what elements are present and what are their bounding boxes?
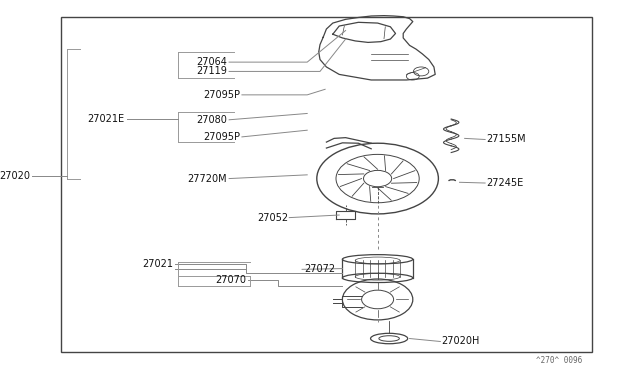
Text: 27070: 27070 [216,275,246,285]
Text: 27155M: 27155M [486,135,526,144]
Text: 27119: 27119 [196,67,227,76]
Text: 27052: 27052 [257,213,288,222]
Text: 27720M: 27720M [188,174,227,183]
Text: 27021: 27021 [142,259,173,269]
Text: 27080: 27080 [196,115,227,125]
Text: 27072: 27072 [304,264,335,274]
Text: 27064: 27064 [196,57,227,67]
Text: 27020: 27020 [0,171,31,181]
Text: 27095P: 27095P [203,90,240,100]
Text: 27245E: 27245E [486,178,524,188]
Text: 27021E: 27021E [88,114,125,124]
Text: 27095P: 27095P [203,132,240,142]
Text: 27020H: 27020H [442,337,480,346]
Text: ^270^ 0096: ^270^ 0096 [536,356,582,365]
Bar [61,17,592,352]
